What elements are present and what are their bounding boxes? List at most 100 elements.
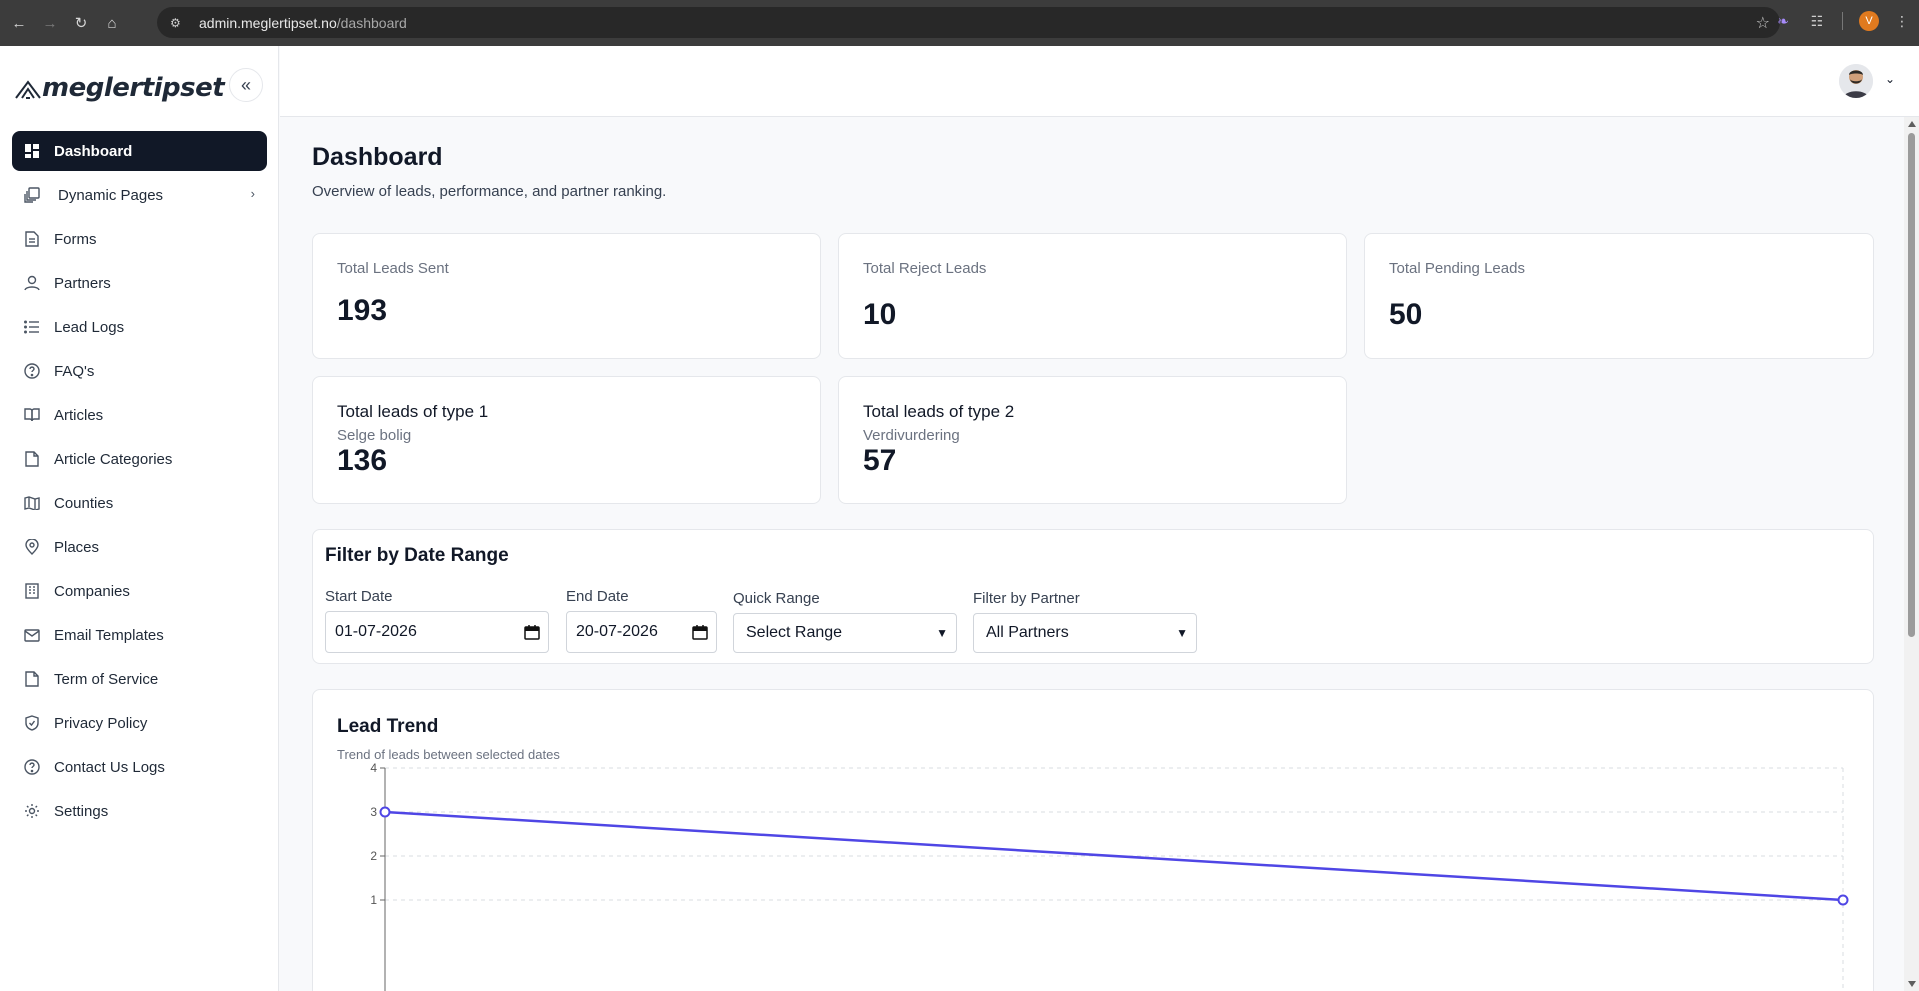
scroll-up-icon[interactable] — [1908, 121, 1916, 127]
extensions-puzzle-icon[interactable]: ☷ — [1810, 12, 1824, 29]
sidebar-item-label: Lead Logs — [54, 318, 125, 336]
partner-filter-label: Filter by Partner — [973, 590, 1080, 607]
user-icon — [23, 274, 41, 292]
sidebar-item-faqs[interactable]: FAQ's — [12, 351, 267, 391]
sidebar-item-lead-logs[interactable]: Lead Logs — [12, 307, 267, 347]
logo[interactable]: meglertipset — [14, 68, 225, 108]
stat-value: 10 — [863, 298, 897, 331]
stat-sublabel: Selge bolig — [337, 427, 412, 444]
sidebar-item-counties[interactable]: Counties — [12, 483, 267, 523]
end-date-label: End Date — [566, 588, 629, 605]
y-tick-label: 4 — [370, 761, 377, 775]
chevron-down-icon: ▼ — [936, 626, 948, 640]
partner-filter-select[interactable]: All Partners ▼ — [973, 613, 1197, 653]
stat-value: 50 — [1389, 298, 1423, 331]
dashboard-icon — [23, 142, 41, 160]
scroll-down-icon[interactable] — [1908, 981, 1916, 987]
start-date-input[interactable]: 01-07-2026 — [325, 611, 549, 653]
page-subtitle: Overview of leads, performance, and part… — [312, 183, 667, 200]
sidebar-item-label: Places — [54, 538, 100, 556]
sidebar-item-article-categories[interactable]: Article Categories — [12, 439, 267, 479]
home-icon[interactable]: ⌂ — [107, 14, 117, 32]
user-avatar[interactable] — [1839, 64, 1873, 98]
quick-range-value: Select Range — [746, 624, 843, 641]
sidebar-item-articles[interactable]: Articles — [12, 395, 267, 435]
browser-toolbar: ← → ↻ ⌂ ⚙ admin.meglertipset.no/dashboar… — [0, 0, 1919, 46]
map-icon — [23, 494, 41, 512]
reload-icon[interactable]: ↻ — [74, 15, 88, 32]
sidebar-item-label: Dynamic Pages — [58, 186, 164, 204]
filter-title: Filter by Date Range — [325, 545, 509, 566]
sidebar-item-label: Contact Us Logs — [54, 758, 165, 776]
main-content: Dashboard Overview of leads, performance… — [280, 117, 1903, 991]
sidebar-item-label: Forms — [54, 230, 97, 248]
sidebar-item-label: Articles — [54, 406, 104, 424]
sidebar-item-contact-us-logs[interactable]: Contact Us Logs — [12, 747, 267, 787]
page-scrollbar[interactable] — [1904, 117, 1919, 991]
sidebar-item-dynamic-pages[interactable]: Dynamic Pages › — [12, 175, 267, 215]
quick-range-select[interactable]: Select Range ▼ — [733, 613, 957, 653]
sidebar-item-label: FAQ's — [54, 362, 95, 380]
stat-value: 136 — [337, 444, 388, 477]
url-text: admin.meglertipset.no/dashboard — [199, 14, 407, 31]
extension-feather-icon[interactable]: ❧ — [1777, 12, 1789, 29]
toolbar-divider — [1842, 12, 1843, 30]
sidebar-item-settings[interactable]: Settings — [12, 791, 267, 831]
bookmark-star-icon[interactable]: ☆ — [1755, 15, 1770, 32]
mail-icon — [23, 626, 41, 644]
scrollbar-thumb[interactable] — [1908, 133, 1915, 637]
logo-text: meglertipset — [42, 73, 225, 103]
back-icon[interactable]: ← — [11, 14, 27, 32]
logo-house-icon — [15, 80, 41, 99]
profile-avatar[interactable]: V — [1859, 11, 1879, 31]
address-bar[interactable]: ⚙ admin.meglertipset.no/dashboard ☆ — [157, 7, 1780, 38]
collapse-sidebar-button[interactable]: « — [229, 68, 263, 102]
y-tick-label: 2 — [370, 849, 377, 863]
shield-icon — [23, 714, 41, 732]
end-date-value: 20-07-2026 — [576, 623, 658, 640]
sidebar-item-places[interactable]: Places — [12, 527, 267, 567]
data-point — [1837, 894, 1849, 906]
pages-icon — [23, 186, 41, 204]
calendar-icon[interactable] — [692, 624, 708, 640]
sidebar-item-label: Term of Service — [54, 670, 159, 688]
sidebar-item-forms[interactable]: Forms — [12, 219, 267, 259]
sidebar-item-email-templates[interactable]: Email Templates — [12, 615, 267, 655]
sidebar-item-label: Dashboard — [54, 142, 133, 160]
stat-label: Total leads of type 1 — [337, 402, 489, 421]
quick-range-label: Quick Range — [733, 590, 820, 607]
file-icon — [23, 670, 41, 688]
stat-label: Total Pending Leads — [1389, 260, 1525, 277]
chevron-down-icon: ▼ — [1176, 626, 1188, 640]
sidebar: meglertipset « Dashboard Dynamic Pages ›… — [0, 46, 279, 991]
page-title: Dashboard — [312, 143, 443, 171]
calendar-icon[interactable] — [524, 624, 540, 640]
sidebar-item-label: Settings — [54, 802, 109, 820]
forward-icon[interactable]: → — [42, 14, 58, 32]
sidebar-item-label: Privacy Policy — [54, 714, 148, 732]
sidebar-item-partners[interactable]: Partners — [12, 263, 267, 303]
y-tick-label: 3 — [370, 805, 377, 819]
stat-card-total-pending-leads: Total Pending Leads 50 — [1364, 233, 1874, 359]
stat-sublabel: Verdivurdering — [863, 427, 960, 444]
site-settings-icon[interactable]: ⚙ — [170, 15, 181, 30]
sidebar-item-term-of-service[interactable]: Term of Service — [12, 659, 267, 699]
list-icon — [23, 318, 41, 336]
chart-title: Lead Trend — [337, 716, 439, 737]
sidebar-item-companies[interactable]: Companies — [12, 571, 267, 611]
sidebar-item-privacy-policy[interactable]: Privacy Policy — [12, 703, 267, 743]
sidebar-item-label: Partners — [54, 274, 111, 292]
lead-trend-chart: 1 2 3 4 — [370, 761, 1849, 991]
y-tick-label: 1 — [370, 893, 377, 907]
stat-card-total-leads-sent: Total Leads Sent 193 — [312, 233, 821, 359]
stat-card-type-2: Total leads of type 2 Verdivurdering 57 — [838, 376, 1347, 504]
chevron-down-icon[interactable]: ⌄ — [1884, 72, 1895, 86]
chevron-right-icon: › — [250, 186, 255, 201]
browser-menu-icon[interactable]: ⋮ — [1895, 12, 1909, 29]
sidebar-item-dashboard[interactable]: Dashboard — [12, 131, 267, 171]
lead-trend-card: Lead Trend Trend of leads between select… — [312, 689, 1874, 991]
gear-icon — [23, 802, 41, 820]
stat-label: Total Reject Leads — [863, 260, 987, 277]
file-icon — [23, 450, 41, 468]
end-date-input[interactable]: 20-07-2026 — [566, 611, 717, 653]
